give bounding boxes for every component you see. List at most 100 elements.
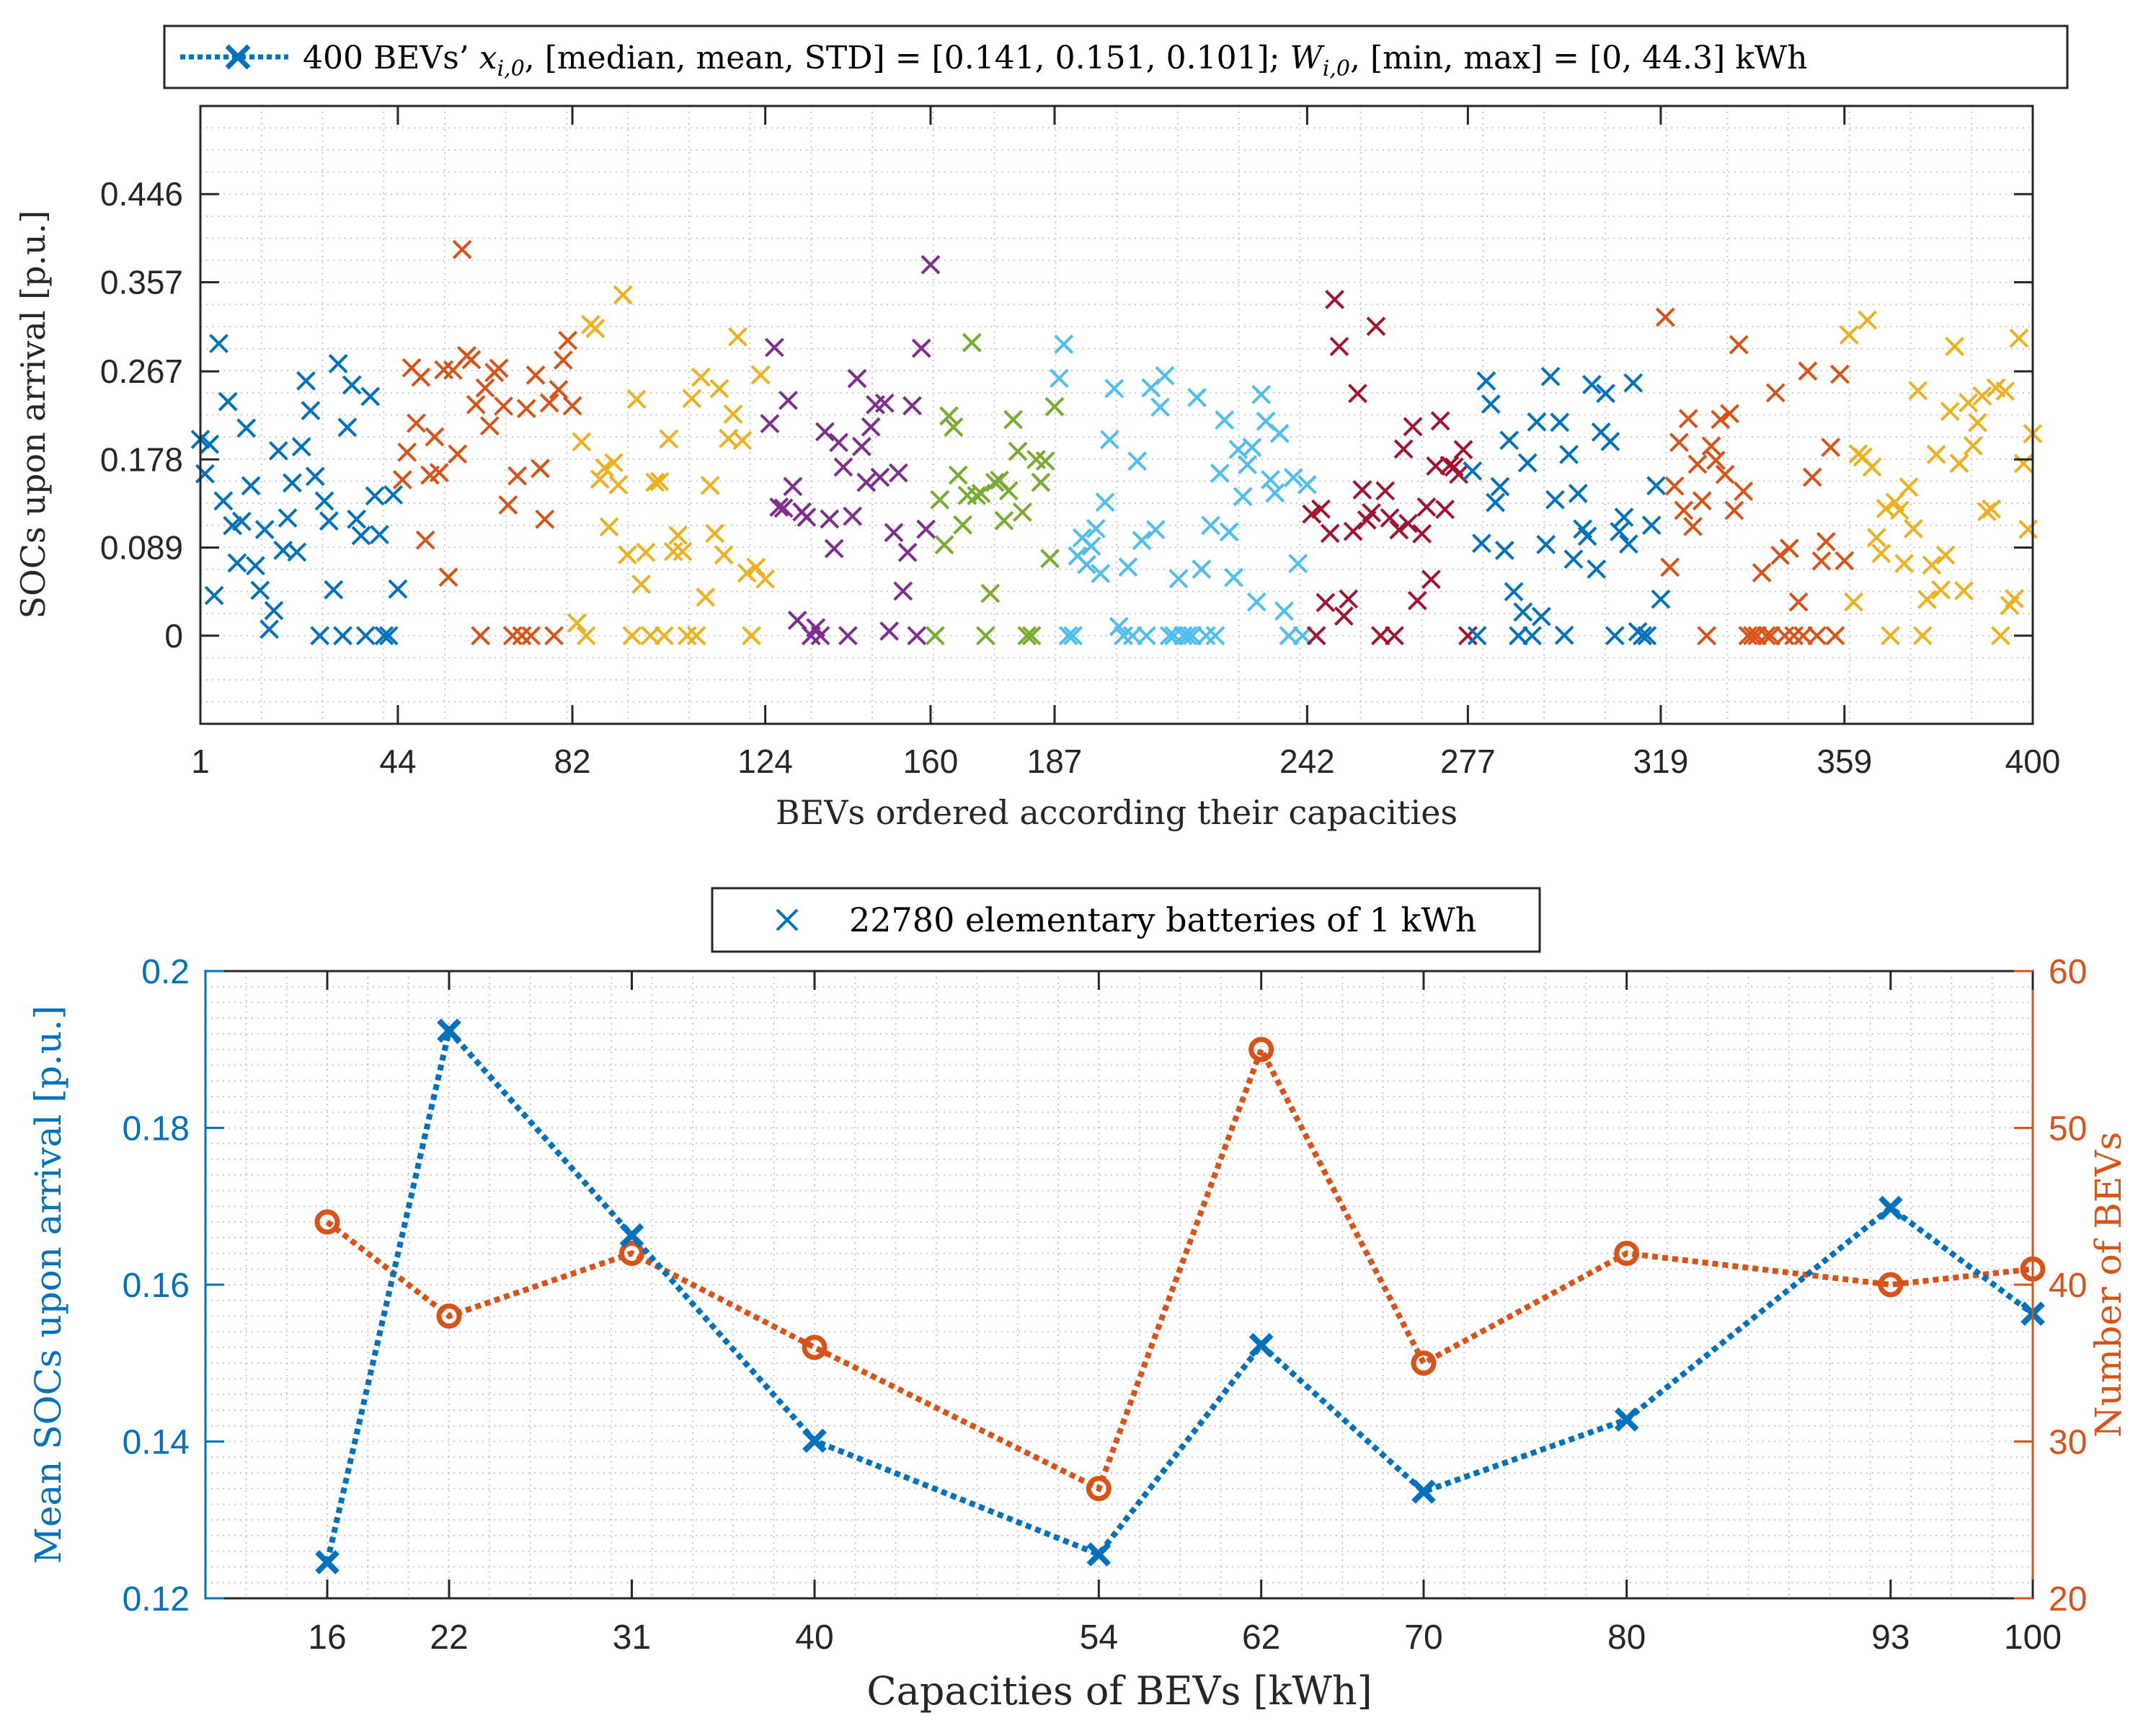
bev-soc-point [1086,518,1106,539]
bev-soc-point [897,542,918,562]
bev-soc-point [1343,521,1363,541]
bev-soc-point [283,473,302,493]
bev-soc-point [631,575,652,594]
bottom-left-y-tick-label: 0.2 [141,953,190,991]
bev-soc-point [1807,626,1827,646]
bev-soc-point [507,466,528,486]
bev-soc-point [1017,626,1037,646]
bev-soc-point [1811,551,1832,571]
bev-soc-point [1866,528,1886,548]
mean-soc-marker [1614,1407,1639,1432]
bottom-x-tick-label: 80 [1607,1618,1646,1657]
bev-soc-point [1283,468,1303,487]
top-legend-symbol-x: x [479,40,497,76]
bev-soc-point [448,444,468,464]
bev-soc-point [980,583,1001,603]
top-y-tick-label: 0.357 [100,263,183,301]
bev-soc-point [1044,397,1065,417]
bev-soc-point [1784,626,1804,646]
bev-soc-point [994,510,1014,531]
bev-soc-point [1568,484,1588,503]
bev-soc-point [498,495,518,515]
bev-soc-point [1990,626,2010,646]
top-legend-lead: 400 BEVs’ [303,40,479,76]
bev-soc-point [1389,520,1409,540]
top-x-tick-label: 82 [554,743,590,780]
bev-soc-point [1596,384,1615,404]
bev-soc-point [851,437,871,456]
bev-soc-point [755,569,776,589]
bev-soc-point [1527,412,1547,432]
bev-soc-point [324,580,344,600]
bev-soc-point [544,626,564,646]
bev-soc-point [1398,513,1418,533]
bev-soc-point [370,525,389,544]
bev-soc-point [686,626,706,646]
bottom-plot-area [205,971,2033,1598]
bev-soc-point [1802,467,1822,487]
bev-soc-point [998,481,1019,501]
bev-soc-point [1095,492,1115,513]
bev-soc-point [351,526,371,546]
bev-soc-point [874,393,895,413]
bev-soc-point [1678,409,1698,429]
bev-soc-point [1559,444,1579,464]
bev-soc-point [1261,469,1280,490]
bev-soc-point [539,393,559,413]
bev-soc-point [209,334,229,353]
top-legend-box [163,25,2069,89]
bev-soc-point [1655,307,1675,327]
bev-soc-point [1164,626,1184,646]
mean-soc-marker [1086,1542,1112,1567]
top-legend-subscript-w: i,0 [1323,56,1350,81]
bev-soc-point [1889,500,1909,521]
bev-soc-point [310,626,330,646]
bev-soc-point [1816,531,1836,552]
bev-soc-point [985,472,1005,492]
bev-soc-point [525,365,546,385]
bev-soc-point [879,621,900,641]
bev-soc-point [1499,430,1520,451]
bev-soc-point [1265,483,1285,503]
bev-soc-point [287,542,307,562]
top-chart: 1 44 82 124 160 187 242 277 319 359 400 0 0.089 0.178… [14,25,2069,832]
bev-soc-point [1159,626,1179,646]
bev-soc-point [461,350,482,370]
bev-soc-point [976,626,995,646]
bottom-right-y-tick-label: 30 [2049,1424,2087,1462]
bev-soc-point [1077,554,1097,575]
bev-soc-point [1660,557,1680,577]
bev-soc-point [452,239,472,260]
bev-soc-point [1196,626,1216,646]
bev-soc-point [911,338,931,358]
bev-soc-point [1903,518,1923,539]
bev-soc-point [558,330,578,350]
bottom-x-tick-label: 100 [2004,1618,2062,1657]
bev-soc-point [948,465,968,485]
bev-soc-point [1490,477,1510,497]
bev-soc-point [1178,626,1198,646]
top-legend-label: 400 BEVs’ xi,0, [median, mean, STD] = [0… [303,40,1808,81]
bev-soc-point [1504,582,1524,602]
bev-soc-point [264,601,284,621]
bev-soc-point [1912,626,1933,646]
top-legend-x-marker [225,44,251,70]
bev-soc-point [296,371,316,391]
bev-soc-point [374,626,394,646]
bottom-left-y-tick-label: 0.18 [123,1110,190,1148]
bev-soc-point [971,484,991,503]
bev-soc-point [1201,515,1221,536]
top-x-axis-label: BEVs ordered according their capacities [776,793,1458,832]
bev-soc-point [259,619,279,639]
bev-soc-point [1416,497,1437,517]
bev-soc-point [1697,626,1717,646]
bev-soc-point [278,508,298,528]
top-scatter-points [190,239,2043,646]
bev-soc-point [479,416,500,436]
bev-soc-point [1540,366,1561,386]
top-x-tick-label: 1 [191,743,210,780]
bev-soc-point [425,427,445,447]
bev-soc-point [1687,454,1708,474]
bev-soc-point [1380,508,1400,528]
